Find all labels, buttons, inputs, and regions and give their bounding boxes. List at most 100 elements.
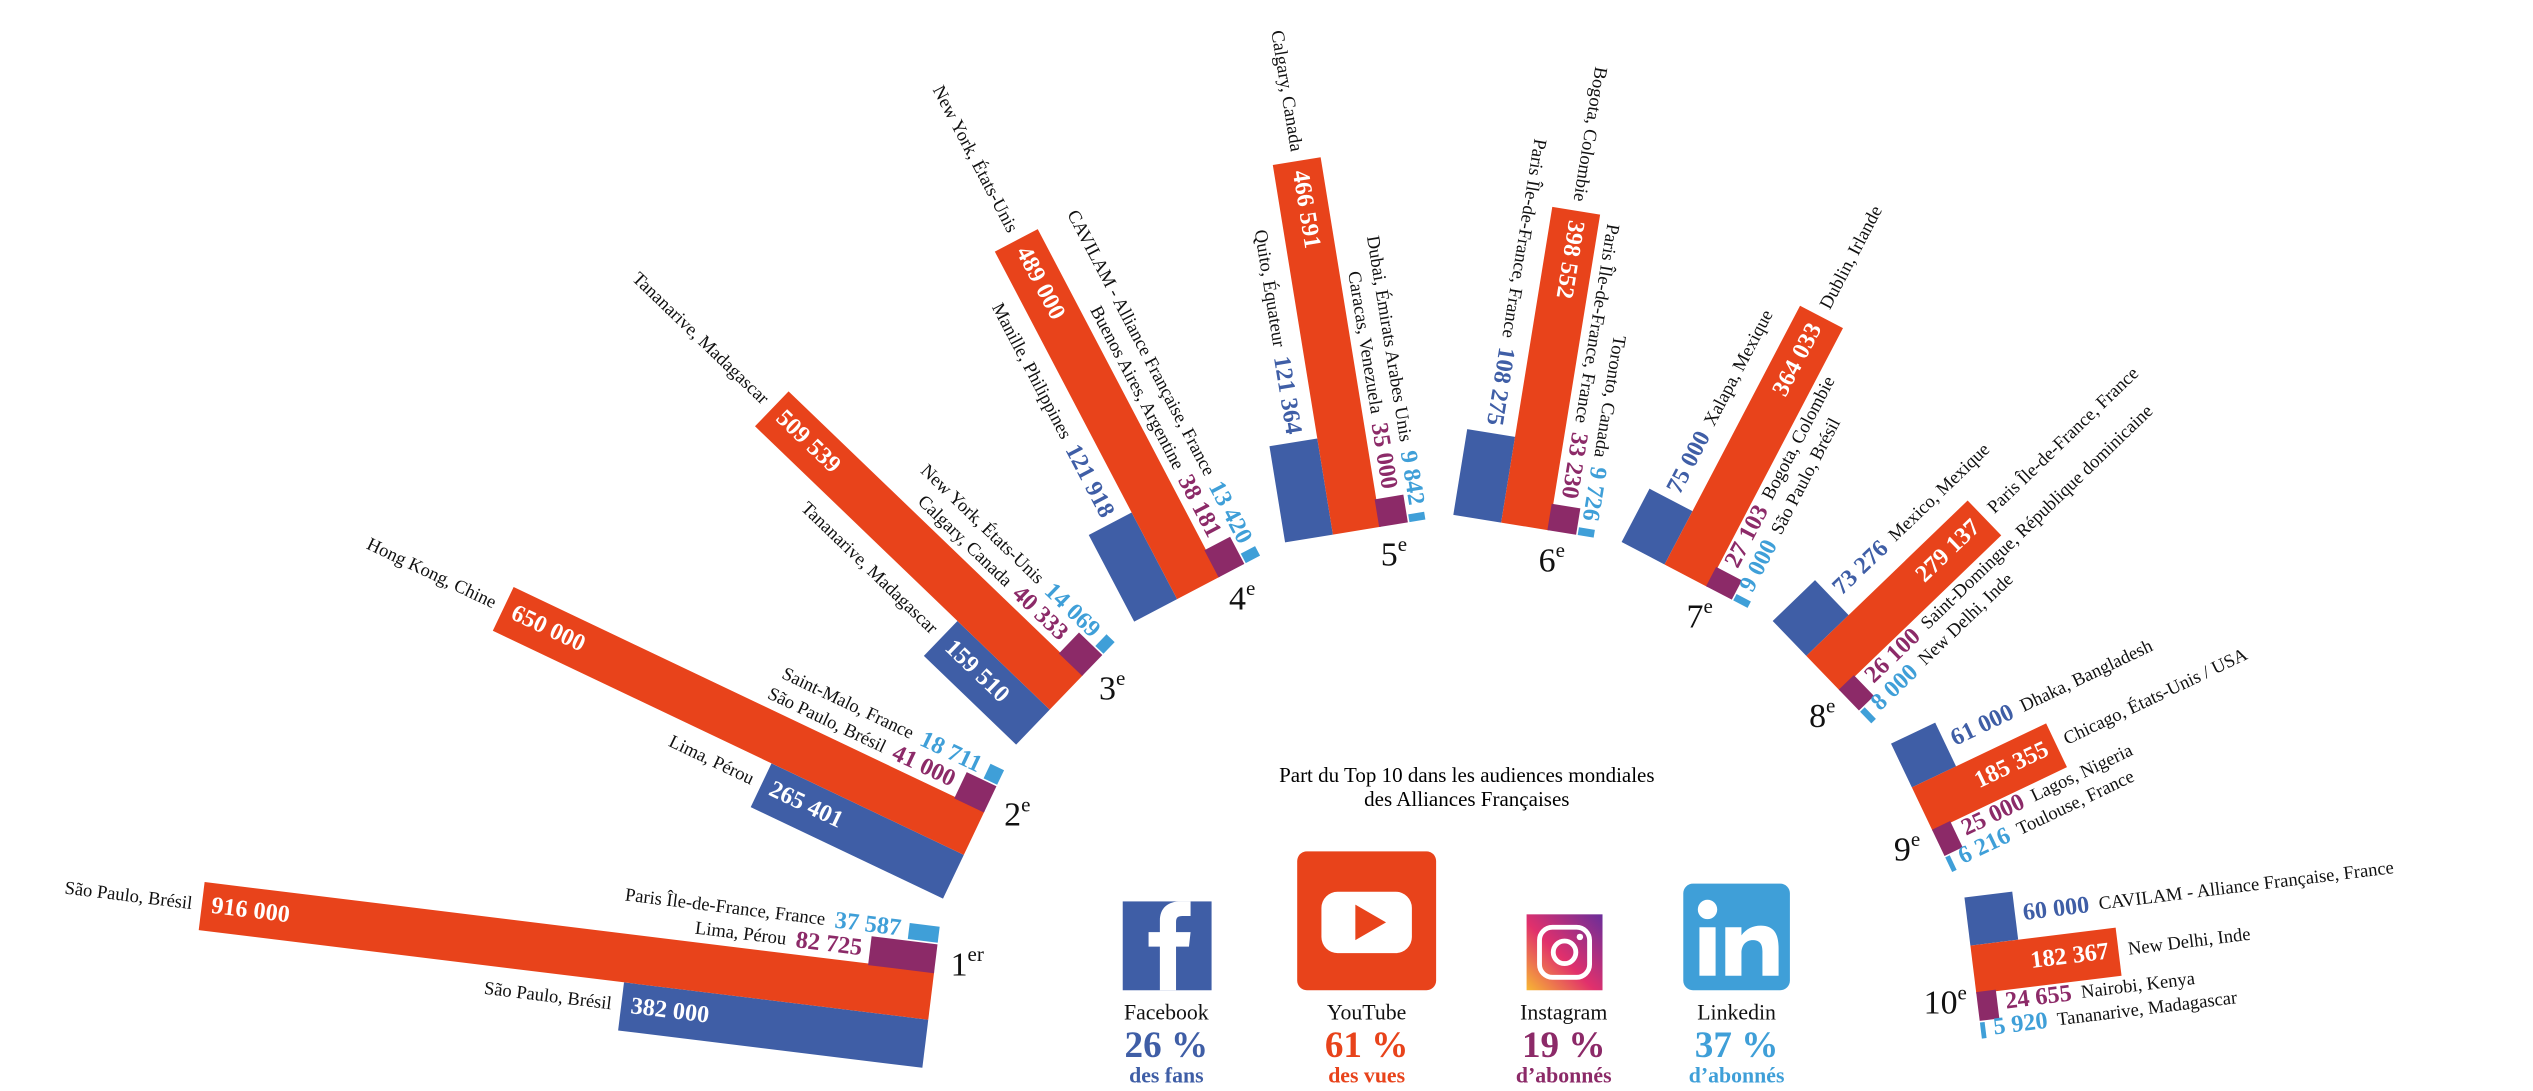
bar [1547,503,1581,535]
rank-number: 1 [951,946,968,983]
bar [1453,429,1516,523]
network-name: Instagram [1520,1000,1607,1024]
linkedin-icon [1683,883,1790,991]
rank-suffix: e [1556,538,1565,562]
bar [492,587,985,855]
bar [1501,206,1601,531]
bar [1911,723,2067,832]
rank-number: 5 [1381,536,1398,573]
rank-label: 1er [951,942,984,983]
place-label: New York, États-Unis [928,82,1023,237]
bar [1095,634,1115,654]
rank-label: 7e [1686,594,1712,635]
bar [1204,536,1245,578]
network-caption: d’abonnés [1689,1063,1785,1087]
rank-label: 9e [1894,827,1920,868]
rank-number: 9 [1894,831,1911,868]
rank-label: 8e [1809,694,1835,735]
bar [198,882,935,1020]
rank-number: 8 [1809,698,1826,735]
place-label: Quito, Équateur [1250,228,1291,349]
bar [1621,488,1693,565]
place-label: Dublin, Irlande [1816,202,1887,312]
instagram-icon [1526,914,1603,991]
title-line: Part du Top 10 dans les audiences mondia… [1279,763,1654,787]
bar [1269,438,1333,543]
bar [1058,632,1103,676]
bar [1932,821,1963,856]
rank-suffix: er [968,942,984,966]
network-name: Facebook [1124,1000,1209,1024]
rank-suffix: e [1703,594,1712,618]
bar [1860,707,1876,724]
rank-number: 6 [1539,542,1556,579]
place-label: Calgary, Canada [1266,29,1306,153]
rank-number: 7 [1686,598,1703,635]
place-label: Bogota, Colombie [1569,65,1611,203]
network-caption: des vues [1328,1063,1405,1087]
rank-label: 2e [1004,792,1030,833]
bar [1664,305,1843,587]
rank-suffix: e [1911,827,1920,851]
place-label: São Paulo, Brésil [483,978,613,1014]
bar [983,763,1005,785]
bar [1945,855,1957,872]
bar [1374,494,1408,528]
bar [1272,157,1381,535]
bar [1577,527,1595,538]
place-label: CAVILAM - Alliance Française, France [2098,857,2395,914]
network-share: 26 % [1125,1025,1209,1066]
rank-number: 10 [1924,984,1958,1021]
bar [1964,891,2019,946]
bar [1733,594,1751,608]
rank-label: 4e [1229,576,1255,617]
rank-label: 6e [1539,538,1565,579]
value-label: 108 275 [1481,345,1520,427]
network-share: 61 % [1325,1025,1409,1066]
bar [954,772,997,813]
rank-label: 5e [1381,532,1407,573]
rank-suffix: e [1398,532,1407,556]
bar [1772,580,1849,656]
rank-suffix: e [1021,792,1030,816]
bar [907,923,940,943]
bar [1706,566,1742,600]
bar [1891,722,1957,788]
bar [1240,546,1261,564]
network-share: 19 % [1522,1025,1606,1066]
rank-suffix: e [1246,576,1255,600]
place-label: São Paulo, Brésil [63,878,193,914]
rank-suffix: e [1958,980,1967,1004]
bar [868,936,938,974]
bar [1088,512,1178,622]
bar [1838,675,1875,711]
place-label: Hong Kong, Chine [363,534,499,613]
bar [994,229,1221,600]
network-name: YouTube [1327,1000,1406,1024]
youtube-icon [1297,851,1437,991]
bar [1970,927,2122,994]
bar [1979,1021,1987,1039]
rank-number: 3 [1099,670,1116,707]
bar [1408,511,1426,523]
rank-label: 3e [1099,666,1125,707]
value-label: 60 000 [2021,891,2090,926]
facebook-icon [1122,901,1212,991]
bar [750,763,964,899]
bar [618,982,929,1068]
rank-label: 10e [1924,980,1967,1021]
network-caption: d’abonnés [1516,1063,1612,1087]
place-label: Tananarive, Madagascar [628,268,774,409]
rank-suffix: e [1116,666,1125,690]
network-caption: des fans [1129,1063,1204,1087]
value-label: 121 364 [1268,354,1307,436]
place-label: Chicago, États-Unis / USA [2060,643,2252,750]
title-line: des Alliances Françaises [1364,787,1569,811]
place-label: New Delhi, Inde [2127,924,2252,960]
value-label: 5 920 [1992,1007,2049,1040]
rank-number: 4 [1229,580,1246,617]
network-name: Linkedin [1697,1000,1776,1024]
bar [1806,500,2002,691]
